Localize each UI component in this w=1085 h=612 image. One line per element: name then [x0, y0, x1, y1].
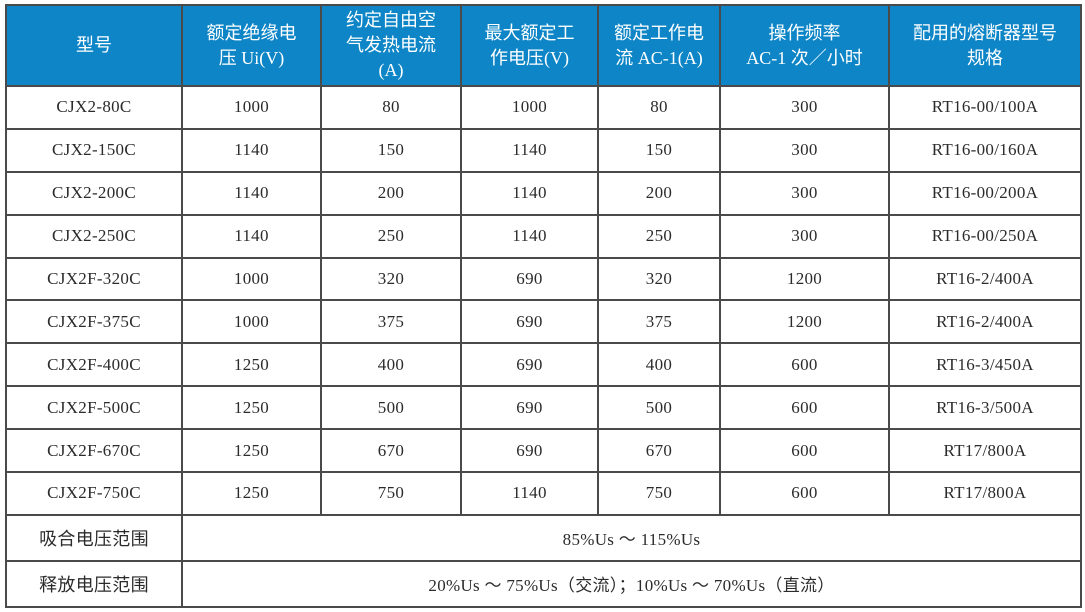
- cell-working-current: 250: [597, 213, 721, 259]
- cell-insulation-voltage: 1250: [181, 342, 322, 388]
- cell-max-voltage: 690: [460, 256, 599, 302]
- cell-frequency: 300: [719, 85, 890, 130]
- contactor-spec-table: 型号 额定绝缘电 压 Ui(V) 约定自由空 气发热电流 (A) 最大额定工 作…: [5, 4, 1082, 609]
- cell-frequency: 1200: [719, 256, 890, 302]
- cell-thermal-current: 150: [320, 127, 462, 173]
- header-rated-insulation-voltage: 额定绝缘电 压 Ui(V): [181, 4, 322, 87]
- cell-model: CJX2F-500C: [5, 385, 183, 431]
- cell-model: CJX2F-400C: [5, 342, 183, 388]
- cell-fuse: RT17/800A: [888, 428, 1082, 474]
- cell-working-current: 80: [597, 85, 721, 130]
- table-row: CJX2-250C 1140 250 1140 250 300 RT16-00/250A: [5, 213, 1082, 259]
- table-footer: 吸合电压范围 85%Us ～ 115%Us 释放电压范围 20%Us ～ 75%Us（…: [5, 513, 1082, 609]
- cell-working-current: 320: [597, 256, 721, 302]
- header-free-air-thermal-current: 约定自由空 气发热电流 (A): [320, 4, 462, 87]
- cell-max-voltage: 690: [460, 385, 599, 431]
- table-body: CJX2-80C 1000 80 1000 80 300 RT16-00/100A CJX2-…: [5, 85, 1082, 516]
- cell-model: CJX2F-320C: [5, 256, 183, 302]
- cell-thermal-current: 400: [320, 342, 462, 388]
- cell-working-current: 375: [597, 299, 721, 345]
- cell-thermal-current: 80: [320, 85, 462, 130]
- cell-max-voltage: 1000: [460, 85, 599, 130]
- cell-thermal-current: 320: [320, 256, 462, 302]
- cell-frequency: 300: [719, 127, 890, 173]
- cell-model: CJX2F-750C: [5, 471, 183, 516]
- cell-model: CJX2-150C: [5, 127, 183, 173]
- cell-thermal-current: 250: [320, 213, 462, 259]
- cell-thermal-current: 200: [320, 170, 462, 216]
- table-header: 型号 额定绝缘电 压 Ui(V) 约定自由空 气发热电流 (A) 最大额定工 作…: [5, 4, 1082, 87]
- cell-max-voltage: 690: [460, 342, 599, 388]
- pickup-voltage-range-value: 85%Us ～ 115%Us: [181, 513, 1082, 562]
- cell-insulation-voltage: 1250: [181, 471, 322, 516]
- table-row: CJX2-150C 1140 150 1140 150 300 RT16-00/160A: [5, 127, 1082, 173]
- table-row: CJX2-200C 1140 200 1140 200 300 RT16-00/200A: [5, 170, 1082, 216]
- cell-max-voltage: 1140: [460, 170, 599, 216]
- header-model: 型号: [5, 4, 183, 87]
- cell-thermal-current: 500: [320, 385, 462, 431]
- cell-insulation-voltage: 1140: [181, 127, 322, 173]
- cell-frequency: 300: [719, 170, 890, 216]
- footer-row: 释放电压范围 20%Us ～ 75%Us（交流）；10%Us ～ 70%Us（直流…: [5, 559, 1082, 609]
- table-row: CJX2F-500C 1250 500 690 500 600 RT16-3/500A: [5, 385, 1082, 431]
- cell-max-voltage: 690: [460, 299, 599, 345]
- cell-working-current: 670: [597, 428, 721, 474]
- cell-frequency: 600: [719, 385, 890, 431]
- cell-model: CJX2-200C: [5, 170, 183, 216]
- header-max-working-voltage: 最大额定工 作电压(V): [460, 4, 599, 87]
- header-operating-frequency: 操作频率 AC-1 次／小时: [719, 4, 890, 87]
- cell-max-voltage: 1140: [460, 471, 599, 516]
- table-row: CJX2F-670C 1250 670 690 670 600 RT17/800A: [5, 428, 1082, 474]
- cell-working-current: 500: [597, 385, 721, 431]
- cell-working-current: 400: [597, 342, 721, 388]
- cell-model: CJX2F-670C: [5, 428, 183, 474]
- header-fuse-spec: 配用的熔断器型号 规格: [888, 4, 1082, 87]
- cell-model: CJX2-250C: [5, 213, 183, 259]
- cell-fuse: RT16-00/100A: [888, 85, 1082, 130]
- pickup-voltage-range-label: 吸合电压范围: [5, 513, 183, 562]
- table-row: CJX2-80C 1000 80 1000 80 300 RT16-00/100A: [5, 85, 1082, 130]
- cell-insulation-voltage: 1000: [181, 256, 322, 302]
- cell-working-current: 750: [597, 471, 721, 516]
- cell-frequency: 1200: [719, 299, 890, 345]
- release-voltage-range-value: 20%Us ～ 75%Us（交流）；10%Us ～ 70%Us（直流）: [181, 559, 1082, 609]
- header-row: 型号 额定绝缘电 压 Ui(V) 约定自由空 气发热电流 (A) 最大额定工 作…: [5, 4, 1082, 87]
- table-row: CJX2F-320C 1000 320 690 320 1200 RT16-2/400A: [5, 256, 1082, 302]
- cell-working-current: 150: [597, 127, 721, 173]
- cell-model: CJX2-80C: [5, 85, 183, 130]
- cell-frequency: 600: [719, 471, 890, 516]
- cell-insulation-voltage: 1140: [181, 213, 322, 259]
- release-voltage-range-label: 释放电压范围: [5, 559, 183, 609]
- cell-fuse: RT16-2/400A: [888, 256, 1082, 302]
- cell-max-voltage: 1140: [460, 127, 599, 173]
- cell-frequency: 300: [719, 213, 890, 259]
- cell-frequency: 600: [719, 428, 890, 474]
- cell-fuse: RT17/800A: [888, 471, 1082, 516]
- table-row: CJX2F-750C 1250 750 1140 750 600 RT17/800A: [5, 471, 1082, 516]
- cell-model: CJX2F-375C: [5, 299, 183, 345]
- footer-row: 吸合电压范围 85%Us ～ 115%Us: [5, 513, 1082, 562]
- cell-insulation-voltage: 1000: [181, 299, 322, 345]
- cell-fuse: RT16-00/200A: [888, 170, 1082, 216]
- cell-thermal-current: 750: [320, 471, 462, 516]
- table-row: CJX2F-400C 1250 400 690 400 600 RT16-3/450A: [5, 342, 1082, 388]
- cell-max-voltage: 1140: [460, 213, 599, 259]
- cell-working-current: 200: [597, 170, 721, 216]
- cell-thermal-current: 375: [320, 299, 462, 345]
- cell-fuse: RT16-2/400A: [888, 299, 1082, 345]
- cell-insulation-voltage: 1250: [181, 428, 322, 474]
- cell-insulation-voltage: 1000: [181, 85, 322, 130]
- cell-fuse: RT16-3/450A: [888, 342, 1082, 388]
- header-rated-working-current: 额定工作电 流 AC-1(A): [597, 4, 721, 87]
- cell-insulation-voltage: 1140: [181, 170, 322, 216]
- cell-fuse: RT16-3/500A: [888, 385, 1082, 431]
- cell-frequency: 600: [719, 342, 890, 388]
- table-row: CJX2F-375C 1000 375 690 375 1200 RT16-2/400A: [5, 299, 1082, 345]
- cell-thermal-current: 670: [320, 428, 462, 474]
- cell-insulation-voltage: 1250: [181, 385, 322, 431]
- cell-fuse: RT16-00/250A: [888, 213, 1082, 259]
- cell-fuse: RT16-00/160A: [888, 127, 1082, 173]
- cell-max-voltage: 690: [460, 428, 599, 474]
